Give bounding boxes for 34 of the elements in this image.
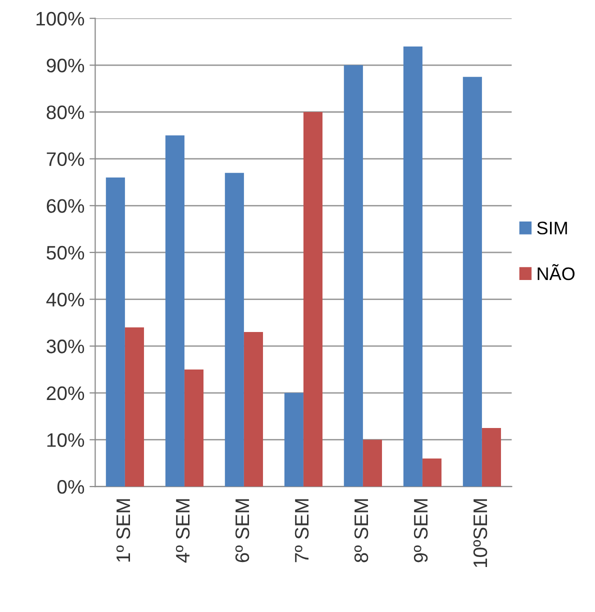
x-tick-label: 10ºSEM xyxy=(473,499,488,568)
bar xyxy=(403,46,422,487)
bar xyxy=(482,428,501,487)
y-tick-label: 100% xyxy=(36,12,84,26)
legend-label: SIM xyxy=(537,222,567,234)
bar xyxy=(462,76,482,487)
y-tick-label: 60% xyxy=(46,199,84,213)
bar xyxy=(106,178,125,487)
bar xyxy=(362,440,382,487)
bar xyxy=(422,458,442,487)
legend-label: NÃO xyxy=(538,264,575,280)
x-tick-label: 9º SEM xyxy=(414,499,428,562)
bar xyxy=(244,332,263,487)
y-tick-label: 50% xyxy=(46,246,84,260)
y-tick-label: 90% xyxy=(46,58,84,72)
y-tick-label: 0% xyxy=(57,480,84,494)
y-tick-label: 10% xyxy=(47,433,84,447)
bar xyxy=(303,112,322,487)
x-tick-label: 7º SEM xyxy=(294,499,309,562)
bar xyxy=(184,369,204,487)
bar xyxy=(344,65,363,487)
y-tick-label: 30% xyxy=(46,340,84,354)
y-tick-label: 70% xyxy=(46,152,84,166)
bar xyxy=(124,327,144,487)
bar xyxy=(284,392,304,487)
x-tick-label: 1º SEM xyxy=(116,499,130,562)
y-tick-label: 20% xyxy=(46,386,84,400)
y-tick-label: 40% xyxy=(46,292,84,307)
bar xyxy=(165,135,184,487)
x-tick-label: 4º SEM xyxy=(176,499,190,563)
x-tick-label: 8º SEM xyxy=(354,499,368,562)
bar xyxy=(224,172,244,487)
x-tick-label: 6º SEM xyxy=(235,499,250,562)
y-tick-label: 80% xyxy=(46,105,84,120)
